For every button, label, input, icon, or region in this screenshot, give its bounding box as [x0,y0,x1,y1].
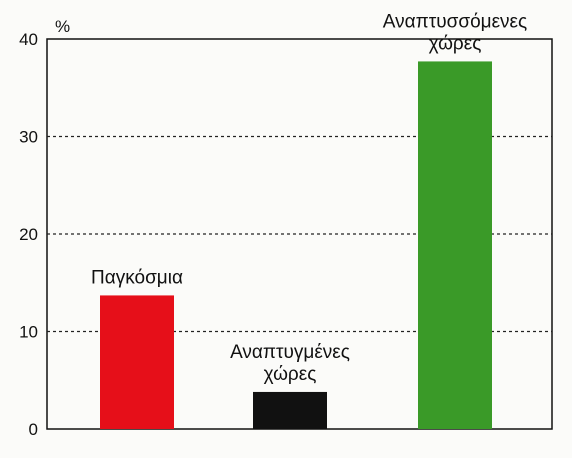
y-tick-label-4: 40 [19,30,38,49]
y-tick-label-3: 30 [19,128,38,147]
y-tick-label-0: 0 [29,420,38,439]
category-labels: ΠαγκόσμιαΑναπτυγμένεςχώρεςΑναπτυσσόμενες… [91,11,527,385]
y-tick-label-2: 20 [19,225,38,244]
bar-2 [418,61,492,430]
y-axis-unit-label: % [55,17,70,36]
bar-0 [100,295,174,429]
category-label-2-line-1: χώρες [429,33,482,54]
category-label-0-line-0: Παγκόσμια [91,267,183,288]
bars [100,61,492,430]
category-label-1-line-0: Αναπτυγμένες [230,342,350,363]
category-label-1-line-1: χώρες [264,364,317,385]
bar-1 [253,391,327,429]
y-axis-ticks: 0 10 20 30 40 [19,30,38,439]
category-label-2-line-0: Αναπτυσσόμενες [383,11,527,32]
y-tick-label-1: 10 [19,323,38,342]
